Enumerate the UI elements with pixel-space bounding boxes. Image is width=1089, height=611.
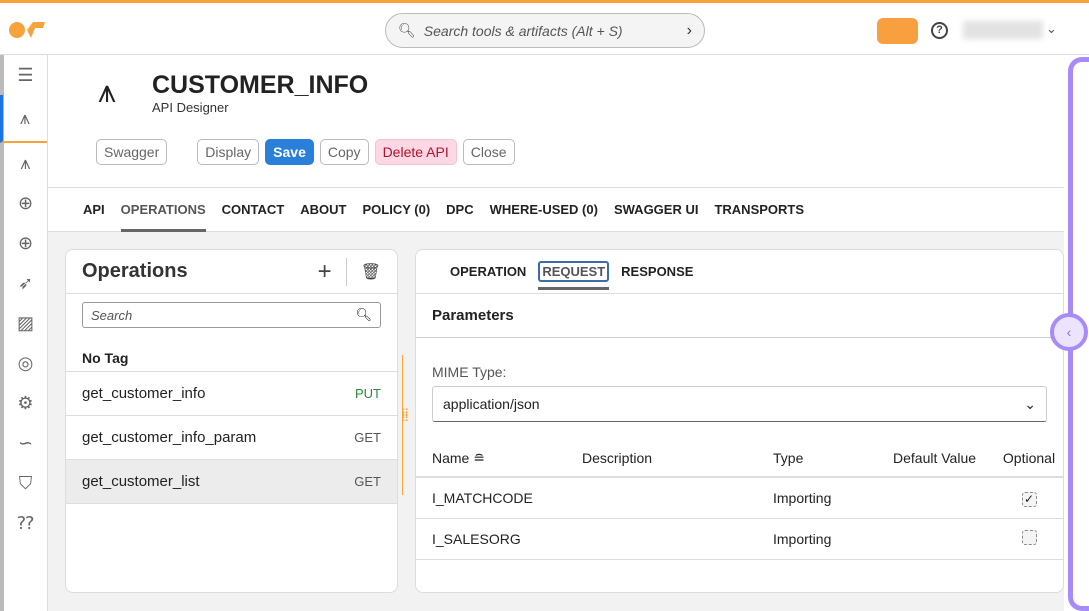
drag-handle-icon[interactable]: ⠿ ⠿ [401,408,409,425]
help-icon[interactable]: ? [931,22,948,39]
main: ⩚ CUSTOMER_INFO API Designer Swagger Dis… [48,55,1064,611]
sort-icon[interactable]: ≘ [473,449,485,466]
table-row: I_MATCHCODE Importing ✓ [416,478,1063,519]
mime-type-label: MIME Type: [432,364,507,380]
integration-2-icon[interactable]: ⊕ [17,232,34,253]
tab-about[interactable]: ABOUT [300,201,347,217]
tab-policy[interactable]: POLICY (0) [362,201,431,217]
chevron-left-icon[interactable]: ‹ [1050,313,1088,351]
tab-operations[interactable]: OPERATIONS [120,188,206,232]
search-placeholder: Search tools & artifacts (Alt + S) [423,22,623,39]
search-icon: 🔍︎ [355,307,372,322]
add-icon[interactable]: + [318,257,347,286]
tag-group-label: No Tag [66,350,397,372]
column-default: Default Value [893,450,977,466]
user-name[interactable] [963,21,1043,39]
logo[interactable] [9,20,45,40]
image-icon[interactable]: ▨ [16,312,34,333]
menu-expand-icon[interactable]: ☰ [17,64,34,85]
column-description: Description [582,450,653,466]
global-search[interactable]: 🔍︎ Search tools & artifacts (Alt + S) › [385,13,705,48]
table-header: Name ≘ Description Type Default Value Op… [416,440,1063,478]
sidebar: ☰ ⩚ ⩚ ⊕ ⊕ ➶ ▨ ◎ ⚙ ∽ ⛉ ⁇ [0,55,48,611]
copy-button[interactable]: Copy [319,139,369,165]
tab-response[interactable]: RESPONSE [621,263,694,279]
tab-dpc[interactable]: DPC [446,201,474,217]
tab-request[interactable]: REQUEST [538,261,610,290]
list-item[interactable]: get_customer_info_param GET [66,416,397,460]
help-chat-icon[interactable]: ⁇ [17,512,34,533]
tab-swagger-ui[interactable]: SWAGGER UI [613,201,699,217]
chevron-down-icon: ⌄ [1024,395,1036,412]
section-title: Parameters [416,294,1063,338]
trash-icon[interactable]: 🗑︎ [360,263,381,281]
list-item[interactable]: get_customer_info PUT [66,372,397,416]
swagger-button[interactable]: Swagger [96,139,168,165]
tab-transports[interactable]: TRANSPORTS [714,201,805,217]
shield-icon[interactable]: ⛉ [18,472,33,493]
api-designer-icon[interactable]: ⩚ [0,95,47,143]
chevron-right-icon: › [686,21,692,39]
panel-splitter[interactable] [402,355,408,495]
page-subtitle: API Designer [152,100,229,115]
list-item[interactable]: get_customer_list GET [66,460,397,504]
close-button[interactable]: Close [462,139,515,165]
gear-icon[interactable]: ⚙ [17,392,34,413]
save-button[interactable]: Save [265,139,314,165]
delete-api-button[interactable]: Delete API [374,139,457,165]
tab-operation[interactable]: OPERATION [450,263,527,279]
optional-checkbox[interactable]: ✓ [1021,491,1037,507]
table-row: I_SALESORG Importing [416,519,1063,560]
optional-checkbox[interactable] [1021,530,1037,545]
palette-icon[interactable]: ◎ [17,352,34,373]
operations-search-input[interactable]: Search 🔍︎ [82,302,381,328]
operations-panel: Operations + 🗑︎ Search 🔍︎ No Tag get_cust… [65,249,398,593]
integration-icon[interactable]: ⊕ [17,192,34,213]
chevron-down-icon[interactable]: ⌄ [1046,21,1057,36]
main-tabs: API OPERATIONS CONTACT ABOUT POLICY (0) … [48,188,1064,232]
tab-contact[interactable]: CONTACT [221,201,285,217]
page-header: ⩚ CUSTOMER_INFO API Designer Swagger Dis… [48,55,1064,188]
tab-api[interactable]: API [83,201,105,217]
api-icon[interactable]: ⩚ [20,152,31,173]
rocket-icon[interactable]: ➶ [17,272,34,293]
display-button[interactable]: Display [197,139,260,165]
tab-where-used[interactable]: WHERE-USED (0) [489,201,598,217]
top-bar: 🔍︎ Search tools & artifacts (Alt + S) › ? … [0,0,1089,55]
column-type: Type [773,450,804,466]
page-title: CUSTOMER_INFO [152,71,369,99]
api-designer-icon: ⩚ [98,73,117,109]
search-icon: 🔍︎ [398,22,416,38]
flow-icon[interactable]: ∽ [17,432,34,453]
mime-type-select[interactable]: application/json ⌄ [432,386,1047,422]
request-panel: OPERATION REQUEST RESPONSE Parameters MI… [415,249,1064,593]
column-optional: Optional [1002,450,1056,466]
column-name[interactable]: Name ≘ [432,449,485,466]
notification-button[interactable] [877,18,918,44]
operations-title: Operations [82,260,188,282]
